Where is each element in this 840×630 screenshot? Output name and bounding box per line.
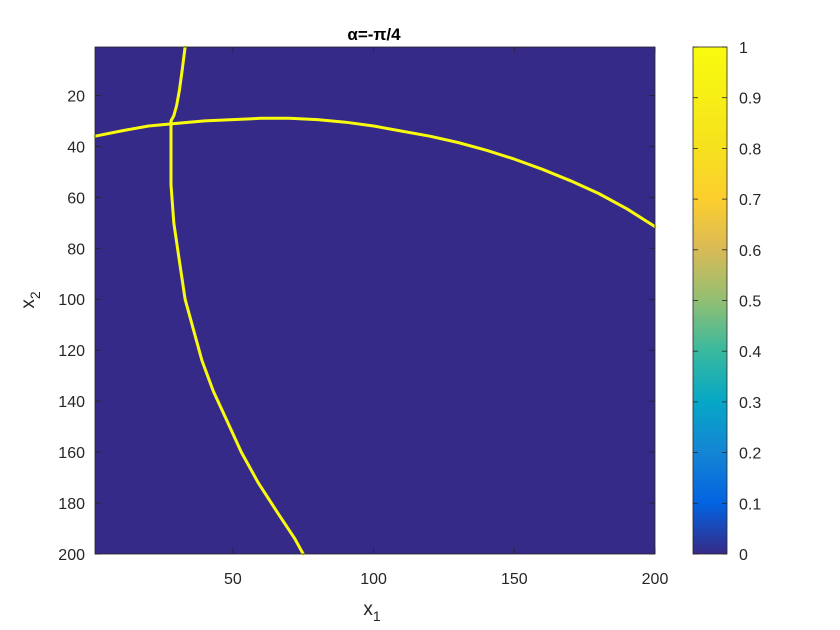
colorbar-tick-label: 0.2 [739, 446, 761, 463]
colorbar-tick-label: 0.5 [739, 294, 761, 311]
curve-1 [169, 45, 305, 556]
y-tick-label: 80 [67, 241, 85, 258]
x-tick-label: 50 [224, 571, 242, 588]
colorbar-tick-label: 0 [739, 547, 748, 564]
colorbar: 0 0.1 0.2 0.3 0.4 0.5 0.6 0.7 0.8 0.9 1 [692, 40, 761, 564]
colorbar-tick-label: 1 [739, 40, 748, 57]
y-tick-label: 200 [58, 547, 85, 564]
y-tick-label: 160 [58, 445, 85, 462]
x-axis-ticks: 50 100 150 200 [224, 47, 668, 588]
colorbar-tick-label: 0.3 [739, 395, 761, 412]
colorbar-tick-label: 0.9 [739, 91, 761, 108]
colorbar-tick-label: 0.7 [739, 192, 761, 209]
y-tick-label: 60 [67, 190, 85, 207]
curve-2 [93, 116, 657, 229]
curves-layer [93, 45, 657, 556]
plot-area: 50 100 150 200 20 40 60 80 100 120 140 160 180 200 [58, 45, 668, 588]
x-tick-label: 100 [360, 571, 387, 588]
y-axis-ticks: 20 40 60 80 100 120 140 160 180 200 [58, 88, 655, 564]
axes-box [94, 46, 656, 555]
y-tick-label: 20 [67, 88, 85, 105]
colorbar-tick-label: 0.1 [739, 496, 761, 513]
colorbar-ticks: 0 0.1 0.2 0.3 0.4 0.5 0.6 0.7 0.8 0.9 1 [693, 40, 761, 564]
y-tick-label: 140 [58, 394, 85, 411]
x-tick-label: 150 [501, 571, 528, 588]
y-tick-label: 100 [58, 292, 85, 309]
chart-title: α=-π/4 [347, 25, 401, 44]
y-tick-label: 40 [67, 139, 85, 156]
y-tick-label: 120 [58, 343, 85, 360]
heatmap-background [95, 47, 655, 554]
colorbar-tick-label: 0.6 [739, 243, 761, 260]
colorbar-gradient [692, 46, 728, 555]
y-tick-label: 180 [58, 496, 85, 513]
colorbar-tick-label: 0.8 [739, 141, 761, 158]
x-tick-label: 200 [642, 571, 669, 588]
colorbar-tick-label: 0.4 [739, 344, 761, 361]
